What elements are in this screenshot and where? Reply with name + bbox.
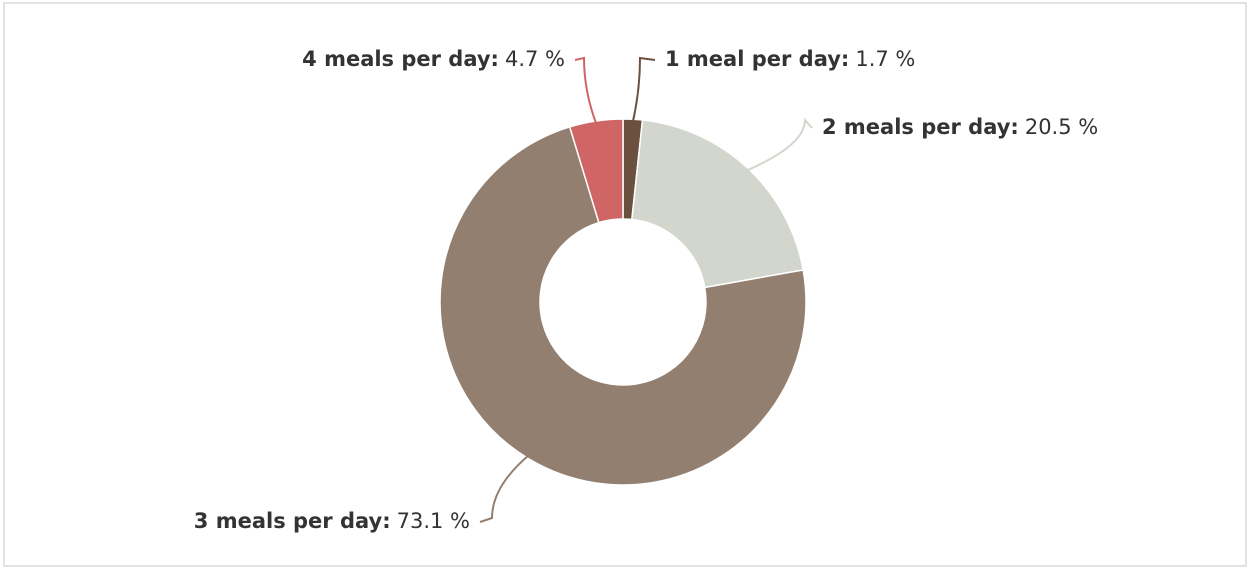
value-label: 20.5 %	[1025, 115, 1098, 139]
value-label: 4.7 %	[505, 47, 565, 71]
donut-slice	[439, 125, 807, 486]
donut-slice	[568, 118, 624, 224]
leader-line	[479, 453, 531, 523]
slice-label: 2 meals per day: 20.5 %	[822, 115, 1098, 139]
value-label: 1.7 %	[855, 47, 915, 71]
category-name: 1 meal per day:	[665, 47, 849, 71]
category-name: 2 meals per day:	[822, 115, 1019, 139]
category-name: 3 meals per day:	[194, 509, 391, 533]
category-name: 4 meals per day:	[302, 47, 499, 71]
value-label: 73.1 %	[397, 509, 470, 533]
leader-line	[574, 56, 598, 126]
slice-label: 3 meals per day: 73.1 %	[194, 509, 470, 533]
leader-line	[744, 117, 813, 173]
slice-label: 4 meals per day: 4.7 %	[302, 47, 565, 71]
leader-line	[631, 56, 656, 124]
slice-label: 1 meal per day: 1.7 %	[665, 47, 915, 71]
donut-slice	[631, 119, 805, 289]
